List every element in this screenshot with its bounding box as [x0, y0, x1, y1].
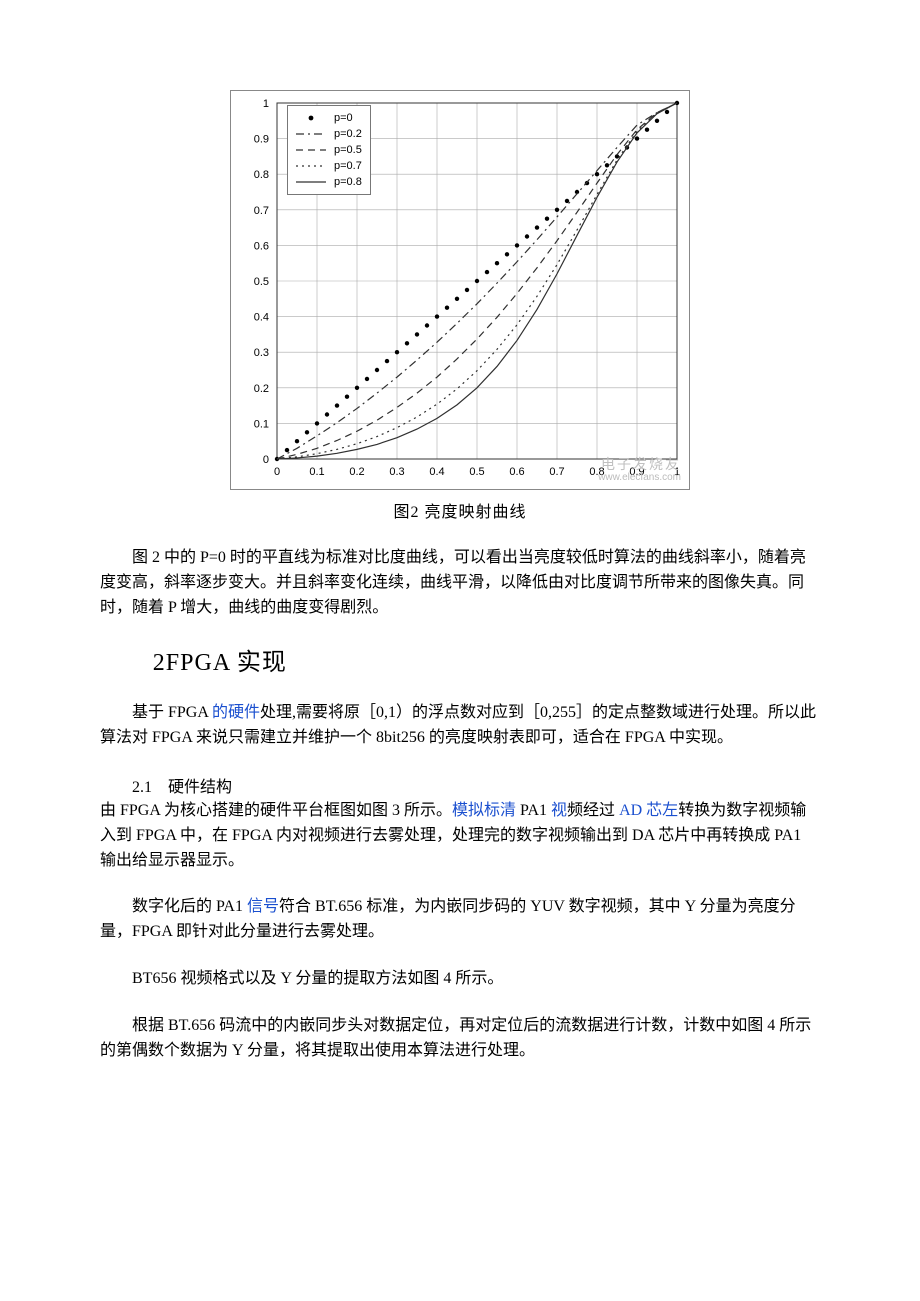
p2-text-a: 基于 FPGA — [132, 704, 212, 721]
video-link[interactable]: 视 — [551, 802, 567, 819]
legend-label: p=0.5 — [334, 144, 362, 156]
paragraph-1: 图 2 中的 P=0 时的平直线为标准对比度曲线，可以看出当亮度较低时算法的曲线… — [100, 546, 820, 620]
paragraph-4: 数字化后的 PA1 信号符合 BT.656 标准，为内嵌同步码的 YUV 数字视… — [100, 895, 820, 945]
subsection-2-1: 2.1 硬件结构 — [100, 773, 820, 797]
signal-link[interactable]: 信号 — [247, 898, 279, 915]
legend-swatch — [294, 127, 328, 141]
paragraph-6: 根据 BT.656 码流中的内嵌同步头对数据定位，再对定位后的流数据进行计数，计… — [100, 1014, 820, 1064]
chart-legend: p=0 p=0.2 p=0.5 p=0.7 p=0.8 — [287, 105, 371, 195]
paragraph-3: 由 FPGA 为核心搭建的硬件平台框图如图 3 所示。模拟标清 PA1 视频经过… — [100, 799, 820, 873]
watermark: 电子发烧友 www.elecfans.com — [598, 457, 681, 483]
legend-swatch — [294, 175, 328, 189]
svg-text:0.6: 0.6 — [509, 466, 524, 478]
legend-item: p=0.2 — [294, 126, 362, 142]
svg-text:0.7: 0.7 — [254, 205, 269, 217]
svg-text:1: 1 — [263, 98, 269, 110]
svg-text:0.1: 0.1 — [254, 418, 269, 430]
legend-label: p=0.7 — [334, 160, 362, 172]
svg-text:0.2: 0.2 — [254, 383, 269, 395]
svg-text:0.9: 0.9 — [254, 134, 269, 146]
legend-label: p=0.8 — [334, 176, 362, 188]
section-heading-2: 2FPGA 实现 — [100, 642, 820, 677]
paragraph-5: BT656 视频格式以及 Y 分量的提取方法如图 4 所示。 — [100, 967, 820, 992]
svg-text:0.3: 0.3 — [254, 347, 269, 359]
svg-text:0.5: 0.5 — [254, 276, 269, 288]
p3-text-b: PA1 — [516, 802, 551, 819]
watermark-line2: www.elecfans.com — [598, 472, 681, 483]
document-page: 0 0.1 0.2 0.3 0.4 0.5 0.6 0.7 0.8 0.9 1 0 0.1 0.2 0.3 0… — [0, 0, 920, 1205]
svg-text:0.4: 0.4 — [429, 466, 444, 478]
svg-text:0.8: 0.8 — [254, 169, 269, 181]
legend-item: p=0.7 — [294, 158, 362, 174]
svg-text:0.7: 0.7 — [549, 466, 564, 478]
legend-swatch — [294, 143, 328, 157]
paragraph-2: 基于 FPGA 的硬件处理,需要将原［0,1）的浮点数对应到［0,255］的定点… — [100, 701, 820, 751]
analog-sd-link[interactable]: 模拟标清 — [452, 802, 516, 819]
p3-text-a: 由 FPGA 为核心搭建的硬件平台框图如图 3 所示。 — [100, 802, 452, 819]
p3-text-c: 频经过 — [567, 802, 619, 819]
legend-swatch — [294, 111, 328, 125]
svg-text:0.1: 0.1 — [309, 466, 324, 478]
hardware-link[interactable]: 的硬件 — [212, 704, 260, 721]
watermark-line1: 电子发烧友 — [601, 456, 681, 472]
svg-text:0: 0 — [263, 454, 269, 466]
svg-text:0.3: 0.3 — [389, 466, 404, 478]
svg-text:0.2: 0.2 — [349, 466, 364, 478]
legend-item: p=0.5 — [294, 142, 362, 158]
legend-item: p=0.8 — [294, 174, 362, 190]
legend-swatch — [294, 159, 328, 173]
svg-text:0.4: 0.4 — [254, 312, 269, 324]
legend-label: p=0 — [334, 112, 353, 124]
ad-chip-link[interactable]: AD 芯左 — [619, 802, 678, 819]
figure-2-caption: 图2 亮度映射曲线 — [393, 498, 526, 522]
figure-2-container: 0 0.1 0.2 0.3 0.4 0.5 0.6 0.7 0.8 0.9 1 0 0.1 0.2 0.3 0… — [100, 90, 820, 522]
svg-text:0.6: 0.6 — [254, 240, 269, 252]
svg-text:0: 0 — [274, 466, 280, 478]
svg-text:0.5: 0.5 — [469, 466, 484, 478]
legend-label: p=0.2 — [334, 128, 362, 140]
legend-item: p=0 — [294, 110, 362, 126]
figure-2-chart: 0 0.1 0.2 0.3 0.4 0.5 0.6 0.7 0.8 0.9 1 0 0.1 0.2 0.3 0… — [230, 90, 690, 490]
p4-text-a: 数字化后的 PA1 — [132, 898, 247, 915]
